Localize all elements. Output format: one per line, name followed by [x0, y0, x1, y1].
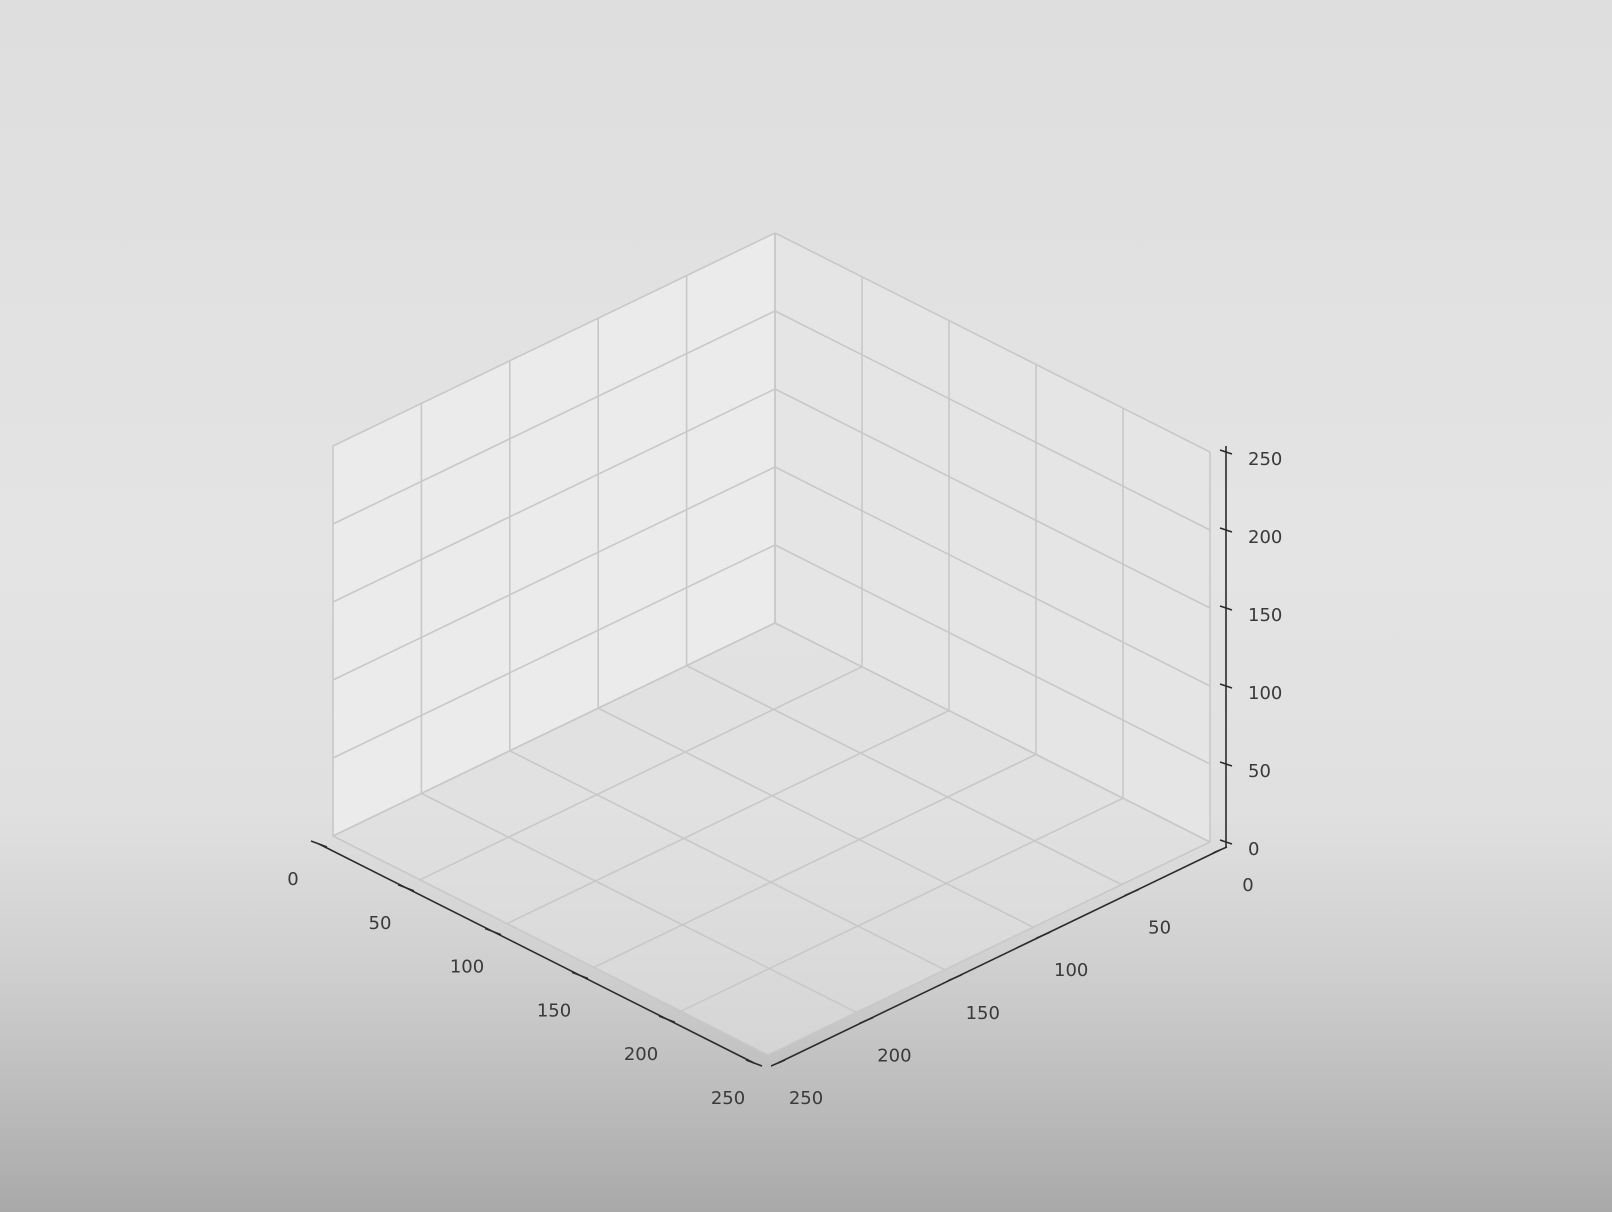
right-wall-pane: [775, 233, 1210, 842]
floor-grid-line-y: [686, 664, 1122, 886]
z-tick-mark: [1219, 527, 1233, 533]
y-tick-mark: [947, 974, 963, 982]
floor-grid-line-x: [593, 753, 1037, 969]
z-tick-mark: [1219, 761, 1233, 767]
y-tick-label: 0: [1242, 875, 1253, 896]
z-tick-mark: [1219, 683, 1233, 689]
floor-grid-line-y: [332, 835, 769, 1056]
z-tick-label: 50: [1248, 761, 1271, 782]
x-tick-label: 150: [537, 1000, 571, 1021]
left-wall-grid-line-z: [332, 544, 776, 759]
x-tick-label: 250: [711, 1088, 745, 1109]
y-tick-label: 150: [966, 1003, 1000, 1024]
x-tick-mark: [571, 971, 589, 980]
y-axis-line: [777, 849, 1221, 1064]
y-tick-label: 200: [877, 1045, 911, 1066]
right-wall-grid-line-z: [774, 466, 1211, 687]
x-tick-mark: [658, 1015, 676, 1023]
floor-grid-line-x: [506, 709, 950, 925]
floor-grid-line-x: [419, 666, 863, 881]
x-tick-mark: [310, 840, 328, 848]
z-tick-mark: [1219, 449, 1233, 455]
y-tick-mark: [1212, 846, 1228, 854]
right-wall-grid-line-z: [774, 622, 1211, 843]
y-tick-mark: [859, 1016, 874, 1025]
z-tick-label: 100: [1248, 683, 1282, 704]
z-tick-label: 200: [1248, 527, 1282, 548]
tick-labels: 0 50 100 150 200 250 0 50 100 150 200 250 0 50 100 150 2…: [287, 449, 1282, 1109]
x-tick-label: 50: [369, 913, 392, 934]
right-wall-grid-line-z: [774, 388, 1211, 609]
floor-grid-line-x: [680, 797, 1124, 1012]
z-tick-label: 0: [1248, 839, 1259, 860]
right-wall-grid-line-z: [774, 310, 1211, 531]
plot-panes: [333, 233, 1210, 1055]
right-wall-grid-line-z: [774, 544, 1211, 765]
y-tick-label: 250: [789, 1088, 823, 1109]
floor-grid-line-y: [509, 750, 946, 971]
left-wall-grid-line-z: [332, 310, 776, 525]
y-tick-mark: [1124, 888, 1139, 897]
left-wall-grid-line-z: [332, 466, 776, 681]
left-wall-grid-line-z: [332, 232, 776, 447]
grid-lines: [332, 232, 1211, 1056]
x-tick-mark: [745, 1059, 763, 1067]
floor-grid-line-y: [421, 792, 857, 1014]
x-tick-label: 0: [287, 869, 298, 890]
y-tick-mark: [1035, 931, 1051, 939]
y-tick-mark: [770, 1059, 786, 1067]
left-wall-pane: [333, 233, 775, 836]
z-tick-mark: [1219, 839, 1233, 845]
right-wall-grid-line-z: [774, 232, 1211, 453]
y-tick-label: 50: [1148, 918, 1171, 939]
tick-marks: [310, 449, 1233, 1067]
x-axis-line: [318, 843, 755, 1064]
z-tick-mark: [1219, 605, 1233, 611]
y-tick-label: 100: [1054, 960, 1088, 981]
left-wall-grid-line-z: [332, 622, 776, 837]
x-tick-mark: [484, 927, 502, 936]
floor-grid-line-y: [597, 707, 1034, 928]
x-tick-mark: [397, 884, 415, 892]
z-tick-label: 250: [1248, 449, 1282, 470]
left-wall-grid-line-z: [332, 388, 776, 603]
z-tick-label: 150: [1248, 605, 1282, 626]
x-tick-label: 100: [450, 957, 484, 978]
x-tick-label: 200: [624, 1044, 658, 1065]
floor-grid-line-x: [767, 841, 1211, 1056]
axis-lines: [318, 446, 1227, 1064]
